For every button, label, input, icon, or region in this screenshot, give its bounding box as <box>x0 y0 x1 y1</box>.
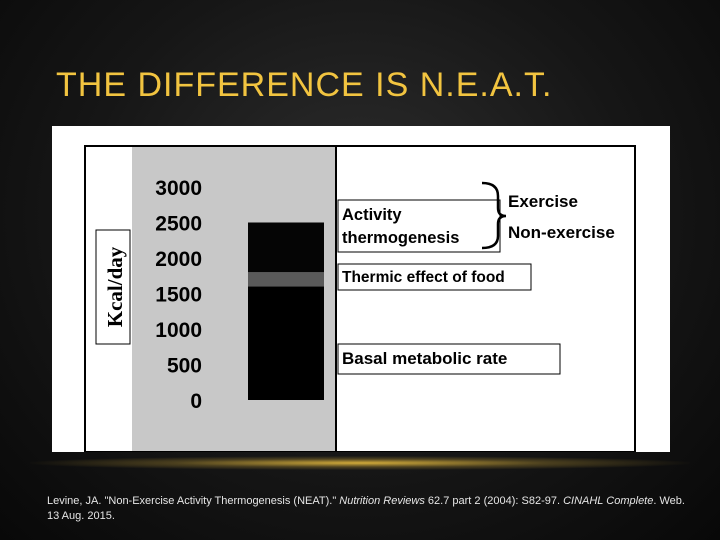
tef-label-box <box>337 263 532 291</box>
legend-exercise: Exercise <box>508 192 578 211</box>
activity-label-box <box>337 199 501 253</box>
energy-expenditure-chart: Kcal/day 3000 2500 2000 1500 1000 500 0 Activi… <box>84 145 636 452</box>
bar-segment-basal-metabolic-rate <box>248 286 324 400</box>
figure-frame <box>84 145 636 452</box>
y-tick-labels: 3000 2500 2000 1500 1000 500 0 <box>155 177 202 413</box>
stacked-bar <box>248 222 324 400</box>
legend-activity-line1: Activity <box>342 206 402 224</box>
y-tick-label: 1500 <box>155 284 202 307</box>
legend-bmr: Basal metabolic rate <box>342 349 507 368</box>
y-tick-label: 2000 <box>155 248 202 271</box>
y-tick-label: 1000 <box>155 319 202 342</box>
citation-journal: Nutrition Reviews <box>339 495 425 507</box>
y-axis-label: Kcal/day <box>103 246 127 327</box>
y-tick-label: 2500 <box>155 213 202 236</box>
bar-segment-thermic-effect-of-food <box>248 272 324 287</box>
bmr-label-box <box>337 343 561 375</box>
gold-divider <box>30 456 690 470</box>
citation-part1: Levine, JA. "Non-Exercise Activity Therm… <box>47 495 340 507</box>
slide-title: THE DIFFERENCE IS N.E.A.T. <box>56 66 553 104</box>
bar-segment-activity-thermogenesis <box>248 222 324 273</box>
citation-part3: . Web. 13 Aug. 2015. <box>47 495 685 522</box>
y-tick-label: 3000 <box>155 177 202 200</box>
y-tick-label: 500 <box>167 355 202 378</box>
citation: Levine, JA. "Non-Exercise Activity Therm… <box>47 494 687 524</box>
neat-figure: Kcal/day 3000 2500 2000 1500 1000 500 0 Activi… <box>52 126 670 452</box>
y-axis-label-box <box>95 229 131 345</box>
activity-brace <box>481 181 507 250</box>
citation-part2: 62.7 part 2 (2004): S82-97. <box>424 495 564 507</box>
legend-non-exercise: Non-exercise <box>508 223 615 242</box>
legend-tef: Thermic effect of food <box>342 269 505 286</box>
y-tick-label: 0 <box>190 390 202 413</box>
legend-activity-line2: thermogenesis <box>342 229 459 247</box>
citation-database: CINAHL Complete <box>563 495 654 507</box>
